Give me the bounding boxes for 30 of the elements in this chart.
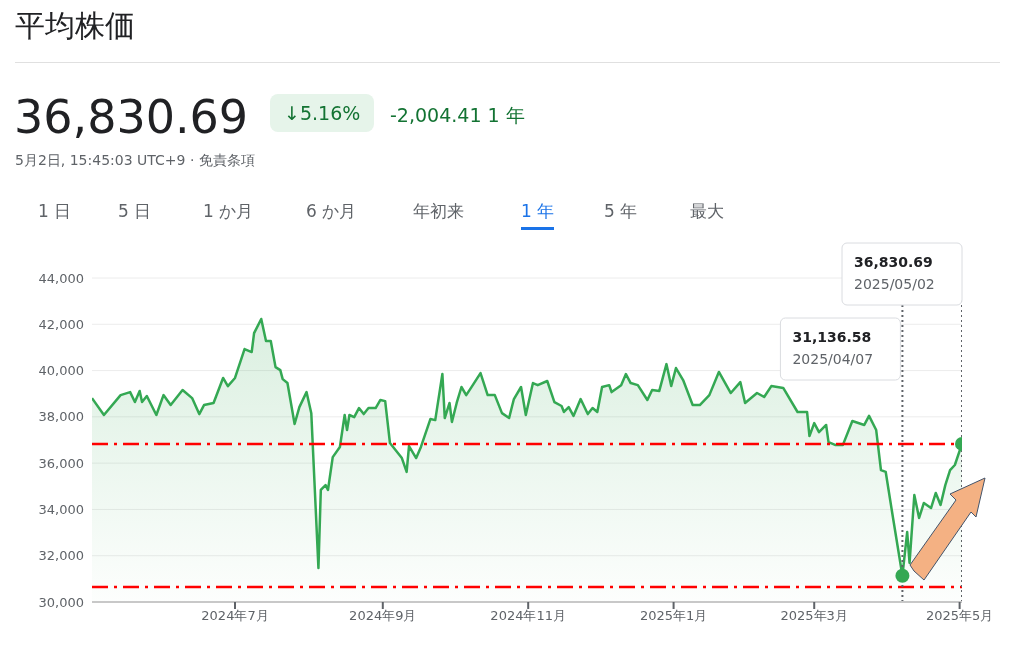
- y-tick-label: 32,000: [38, 548, 84, 564]
- text: 1 日: [38, 200, 72, 223]
- text: ↓5.16%: [270, 94, 375, 132]
- y-tick-label: 30,000: [38, 594, 84, 610]
- text: -2,004.41 1 年: [390, 103, 525, 128]
- y-tick-label: 36,000: [38, 455, 84, 471]
- text: 36,830.69: [854, 254, 933, 270]
- x-tick-label: 2024年11月: [490, 608, 567, 624]
- text: 1 か月: [203, 200, 254, 223]
- x-tick-label: 2025年3月: [780, 608, 848, 624]
- x-tick-label: 2024年9月: [349, 608, 417, 624]
- y-tick-label: 44,000: [38, 270, 84, 286]
- text: 5 年: [604, 200, 638, 223]
- x-tick-label: 2025年5月: [925, 608, 994, 624]
- y-tick-label: 40,000: [38, 363, 84, 379]
- text: 1 年: [521, 200, 555, 230]
- text: 5月2日, 15:45:03 UTC+9 · 免責条項: [15, 152, 255, 170]
- text: 36,830.69: [14, 90, 249, 144]
- text: 2025/05/02: [854, 276, 935, 292]
- y-tick-label: 42,000: [38, 316, 84, 332]
- text: 6 か月: [306, 200, 357, 223]
- text: 5 日: [118, 200, 152, 223]
- annotation: 31,136.58 2025/04/07: [792, 329, 874, 367]
- y-tick-label: 34,000: [38, 502, 84, 518]
- chart-title: 平均株価: [15, 7, 135, 45]
- x-tick-label: 2024年7月: [201, 608, 269, 624]
- text: 年初来: [413, 200, 464, 223]
- text: 最大: [690, 200, 724, 223]
- x-tick-label: 2025年1月: [639, 608, 708, 624]
- y-tick-label: 38,000: [38, 409, 84, 425]
